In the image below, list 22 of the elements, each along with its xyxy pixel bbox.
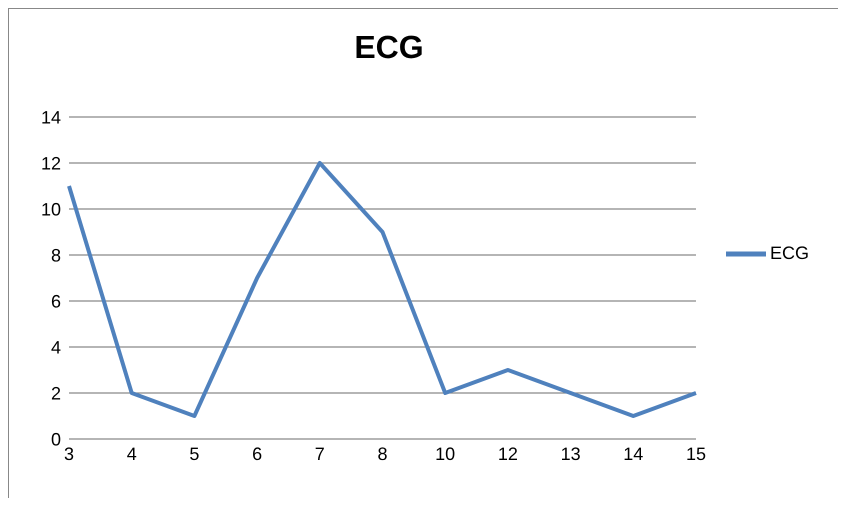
- x-tick-label: 12: [498, 444, 518, 464]
- x-tick-label: 6: [252, 444, 262, 464]
- x-tick-label: 4: [126, 444, 137, 464]
- y-tick-label: 14: [40, 107, 61, 128]
- line-series: [67, 161, 698, 418]
- x-tick-label: 5: [189, 444, 200, 464]
- x-tick-label: 13: [560, 444, 581, 464]
- y-tick-label: 4: [50, 337, 61, 358]
- y-tick-label: 6: [50, 291, 61, 312]
- y-tick-label: 8: [50, 245, 61, 266]
- y-tick-label: 2: [50, 383, 61, 404]
- x-tick-label: 10: [435, 444, 456, 464]
- x-tick-label: 7: [314, 444, 325, 464]
- x-tick-label: 14: [623, 444, 644, 464]
- y-tick-label: 0: [50, 429, 61, 450]
- x-tick-label: 3: [64, 444, 74, 464]
- chart-title: ECG: [353, 29, 425, 66]
- y-tick-label: 12: [40, 153, 61, 174]
- legend-label: ECG: [770, 242, 809, 263]
- x-tick-label: 8: [377, 444, 388, 464]
- y-tick-label: 10: [40, 199, 61, 220]
- x-tick-label: 15: [686, 444, 706, 464]
